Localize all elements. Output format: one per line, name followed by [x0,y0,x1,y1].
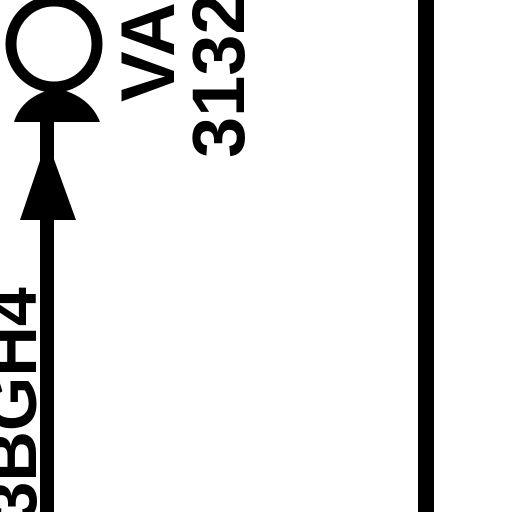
flow-arrow-up-icon [20,140,76,220]
line-number-label: 3132- [177,0,260,158]
valve-tag-label: VA- [106,0,191,102]
signal-line-right [418,0,434,512]
connector-wedge-triangle-icon [14,88,100,122]
pipe-label: /3BGH4 [0,287,51,512]
instrument-bubble-circle-icon [5,0,103,93]
